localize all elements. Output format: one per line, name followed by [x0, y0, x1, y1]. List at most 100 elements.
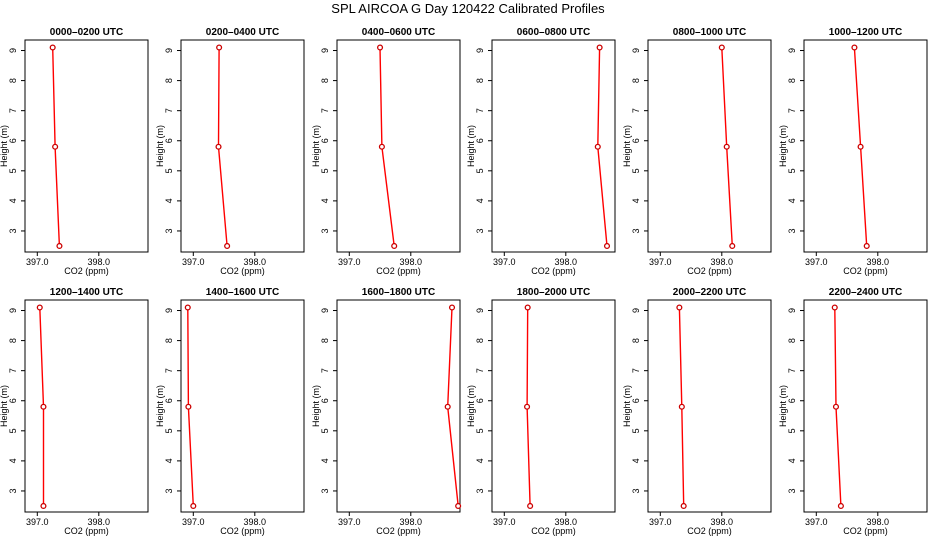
x-tick-label: 398.0 — [867, 517, 890, 527]
panel-title: 1600–1800 UTC — [362, 287, 435, 298]
x-tick-label: 397.0 — [805, 257, 828, 267]
y-tick-label: 8 — [787, 338, 797, 343]
profile-panel: 1800–2000 UTC 397.0 398.0 3 4 5 6 7 8 9 CO2 (ppm) H… — [466, 287, 616, 536]
y-tick-label: 3 — [787, 488, 797, 493]
y-tick-label: 6 — [475, 398, 485, 403]
data-point — [215, 143, 222, 150]
y-tick-label: 7 — [164, 368, 174, 373]
panel-title: 1400–1600 UTC — [206, 287, 279, 298]
plot-frame — [336, 299, 461, 513]
data-point — [216, 44, 223, 51]
x-tick-label: 398.0 — [400, 517, 423, 527]
y-tick-label: 8 — [475, 78, 485, 83]
panel-title: 2200–2400 UTC — [829, 287, 902, 298]
plot-frame — [647, 39, 772, 253]
x-tick-label: 397.0 — [26, 517, 49, 527]
y-tick-label: 6 — [320, 138, 330, 143]
y-tick-label: 8 — [164, 338, 174, 343]
y-tick-label: 6 — [8, 398, 18, 403]
x-axis-label: CO2 (ppm) — [531, 266, 576, 276]
y-axis-label: Height (m) — [311, 385, 321, 427]
plot-frame — [24, 299, 149, 513]
panel-title: 0600–0800 UTC — [517, 27, 590, 38]
x-tick-label: 397.0 — [182, 517, 205, 527]
data-point — [831, 304, 838, 311]
x-axis-label: CO2 (ppm) — [687, 526, 732, 536]
x-axis-label: CO2 (ppm) — [843, 266, 888, 276]
y-tick-label: 9 — [475, 48, 485, 53]
x-tick-label: 397.0 — [649, 517, 672, 527]
y-tick-label: 3 — [320, 488, 330, 493]
y-tick-label: 9 — [631, 308, 641, 313]
data-point — [185, 403, 192, 410]
y-tick-label: 3 — [164, 488, 174, 493]
x-tick-label: 398.0 — [555, 517, 578, 527]
panel-title: 2000–2200 UTC — [673, 287, 746, 298]
panel-grid: 0000–0200 UTC 397.0 398.0 3 4 5 6 7 8 9 CO2 (ppm) H… — [0, 27, 928, 536]
y-tick-label: 7 — [8, 368, 18, 373]
y-tick-label: 7 — [787, 108, 797, 113]
x-tick-label: 397.0 — [26, 257, 49, 267]
y-tick-label: 6 — [8, 138, 18, 143]
profile-panel: 2200–2400 UTC 397.0 398.0 3 4 5 6 7 8 9 CO2 (ppm) H… — [778, 287, 928, 536]
data-point — [455, 502, 462, 510]
panel-title: 1200–1400 UTC — [50, 287, 123, 298]
y-tick-label: 3 — [631, 488, 641, 493]
data-point — [190, 502, 197, 510]
profile-panel: 2000–2200 UTC 397.0 398.0 3 4 5 6 7 8 9 CO2 (ppm) H… — [622, 287, 772, 536]
data-point — [224, 242, 231, 250]
y-axis-label: Height (m) — [311, 125, 321, 167]
y-tick-label: 5 — [164, 168, 174, 173]
plot-frame — [803, 39, 928, 253]
y-axis-label: Height (m) — [778, 125, 788, 167]
data-point — [40, 502, 47, 510]
y-tick-label: 5 — [475, 168, 485, 173]
data-point — [857, 143, 864, 150]
x-tick-label: 398.0 — [555, 257, 578, 267]
data-point — [680, 502, 687, 510]
y-tick-label: 7 — [475, 108, 485, 113]
x-tick-label: 397.0 — [182, 257, 205, 267]
y-axis-label: Height (m) — [466, 125, 476, 167]
panel-title: 0800–1000 UTC — [673, 27, 746, 38]
y-tick-label: 4 — [631, 198, 641, 203]
figure-title: SPL AIRCOA G Day 120422 Calibrated Profi… — [331, 1, 605, 16]
profile-panel: 1000–1200 UTC 397.0 398.0 3 4 5 6 7 8 9 CO2 (ppm) H… — [778, 27, 928, 276]
y-tick-label: 4 — [631, 458, 641, 463]
x-tick-label: 398.0 — [88, 517, 111, 527]
y-axis-label: Height (m) — [778, 385, 788, 427]
x-tick-label: 398.0 — [400, 257, 423, 267]
profile-panel: 1600–1800 UTC 397.0 398.0 3 4 5 6 7 8 9 CO2 (ppm) H… — [311, 287, 462, 536]
y-tick-label: 7 — [475, 368, 485, 373]
y-tick-label: 4 — [475, 198, 485, 203]
data-point — [832, 403, 840, 410]
y-tick-label: 7 — [631, 108, 641, 113]
y-tick-label: 9 — [320, 308, 330, 313]
x-tick-label: 397.0 — [493, 517, 516, 527]
y-tick-label: 6 — [320, 398, 330, 403]
y-tick-label: 5 — [320, 428, 330, 433]
y-tick-label: 4 — [475, 458, 485, 463]
x-axis-label: CO2 (ppm) — [220, 526, 265, 536]
y-tick-label: 7 — [320, 368, 330, 373]
data-point — [837, 502, 844, 510]
y-tick-label: 4 — [164, 198, 174, 203]
y-tick-label: 4 — [787, 198, 797, 203]
y-tick-label: 7 — [164, 108, 174, 113]
y-tick-label: 9 — [164, 308, 174, 313]
plot-frame — [336, 39, 461, 253]
y-tick-label: 9 — [475, 308, 485, 313]
data-point — [524, 304, 531, 311]
data-point — [184, 304, 191, 311]
y-tick-label: 5 — [787, 168, 797, 173]
y-tick-label: 8 — [164, 78, 174, 83]
y-tick-label: 5 — [8, 428, 18, 433]
data-point — [596, 44, 603, 51]
data-point — [603, 242, 611, 250]
profile-panel: 0000–0200 UTC 397.0 398.0 3 4 5 6 7 8 9 CO2 (ppm) H… — [0, 27, 149, 276]
plot-frame — [24, 39, 149, 253]
y-tick-label: 3 — [8, 228, 18, 233]
data-point — [524, 403, 531, 410]
y-tick-label: 9 — [164, 48, 174, 53]
data-point — [729, 242, 736, 250]
